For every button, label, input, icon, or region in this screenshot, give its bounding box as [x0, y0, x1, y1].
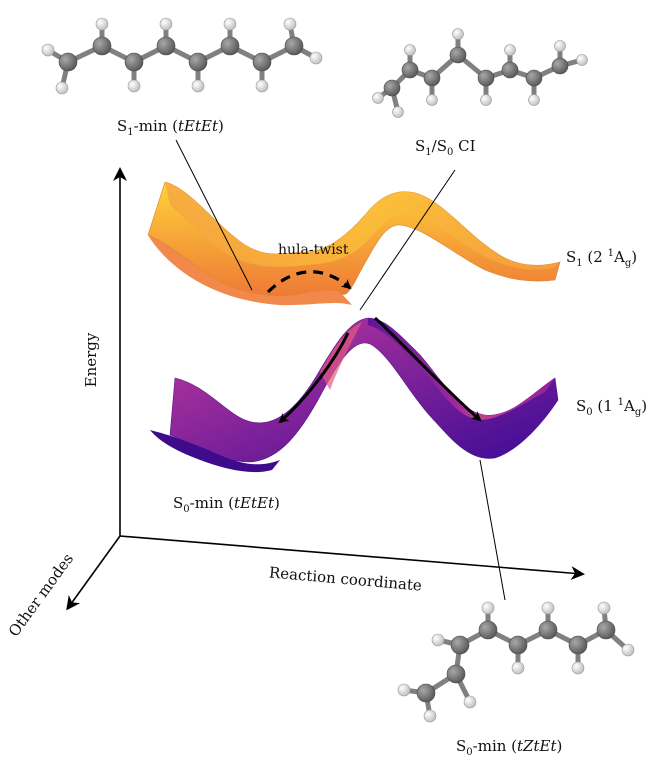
s1-min-label: S1-min (tEtEt) — [117, 117, 224, 138]
hydrogen-atom — [283, 17, 297, 31]
carbon-atom — [383, 79, 401, 97]
hydrogen-atom — [372, 92, 384, 104]
carbon-atom — [156, 36, 176, 56]
s1-surface-label: S1 (2 1Ag) — [566, 248, 637, 269]
hydrogen-atom — [511, 661, 525, 675]
carbon-atom — [252, 52, 272, 72]
hydrogen-atom — [597, 601, 611, 615]
carbon-atom — [450, 635, 470, 655]
molecule-s1-min — [41, 17, 323, 95]
hydrogen-atom — [528, 94, 540, 106]
decay-right-arrow — [373, 316, 482, 422]
s0-min-right-pointer — [479, 459, 506, 601]
hydrogen-atom — [392, 106, 404, 118]
carbon-atom — [568, 635, 588, 655]
carbon-atom — [124, 52, 144, 72]
carbon-atom — [449, 46, 467, 64]
hydrogen-atom — [463, 695, 477, 709]
ci-pointer — [359, 169, 456, 311]
other-modes-label: Other modes — [5, 550, 77, 640]
hydrogen-atom — [191, 79, 205, 93]
carbon-atom — [596, 620, 616, 640]
hydrogen-atom — [481, 601, 495, 615]
hula-twist-arrow — [266, 270, 352, 294]
hydrogen-atom — [554, 40, 566, 52]
hydrogen-atom — [621, 643, 635, 657]
s0-min-right-label: S0-min (tZtEt) — [456, 737, 562, 758]
reaction-coordinate-label: Reaction coordinate — [268, 563, 422, 594]
hydrogen-atom — [95, 17, 109, 31]
hydrogen-atom — [41, 43, 55, 57]
hydrogen-atom — [397, 683, 411, 697]
hydrogen-atom — [426, 94, 438, 106]
hydrogen-atom — [431, 633, 445, 647]
carbon-atom — [92, 36, 112, 56]
carbon-atom — [188, 52, 208, 72]
s0-min-left-label: S0-min (tEtEt) — [173, 494, 280, 515]
hydrogen-atom — [255, 79, 269, 93]
hydrogen-atom — [55, 81, 69, 95]
hydrogen-atom — [504, 44, 516, 56]
carbon-atom — [284, 36, 304, 56]
molecule-s0-min-right — [397, 601, 635, 723]
hydrogen-atom — [404, 44, 416, 56]
carbon-atom — [538, 620, 558, 640]
carbon-atom — [446, 664, 466, 684]
carbon-atom — [478, 620, 498, 640]
hula-twist-label: hula-twist — [278, 242, 349, 258]
hydrogen-atom — [452, 28, 464, 40]
carbon-atom — [416, 683, 436, 703]
carbon-atom — [58, 52, 78, 72]
s0-surface — [150, 317, 559, 473]
carbon-atom — [477, 69, 495, 87]
hydrogen-atom — [309, 51, 323, 65]
energy-axis-label: Energy — [82, 332, 100, 387]
reaction-coordinate-axis — [119, 535, 585, 581]
hydrogen-atom — [423, 709, 437, 723]
molecule-ci — [372, 28, 588, 118]
hydrogen-atom — [576, 54, 588, 66]
carbon-atom — [501, 61, 519, 79]
hydrogen-atom — [541, 601, 555, 615]
s1-min-pointer — [175, 139, 253, 291]
hydrogen-atom — [159, 17, 173, 31]
other-modes-axis — [66, 535, 121, 611]
s1-surface — [147, 181, 561, 306]
decay-left-arrow — [278, 332, 350, 424]
s0-surface-label: S0 (1 1Ag) — [576, 397, 647, 418]
ci-label: S1/S0 CI — [415, 137, 476, 158]
hydrogen-atom — [480, 94, 492, 106]
carbon-atom — [508, 635, 528, 655]
carbon-atom — [551, 57, 569, 75]
hydrogen-atom — [127, 79, 141, 93]
hydrogen-atom — [571, 661, 585, 675]
carbon-atom — [401, 61, 419, 79]
carbon-atom — [423, 69, 441, 87]
hydrogen-atom — [223, 17, 237, 31]
carbon-atom — [220, 36, 240, 56]
carbon-atom — [525, 69, 543, 87]
